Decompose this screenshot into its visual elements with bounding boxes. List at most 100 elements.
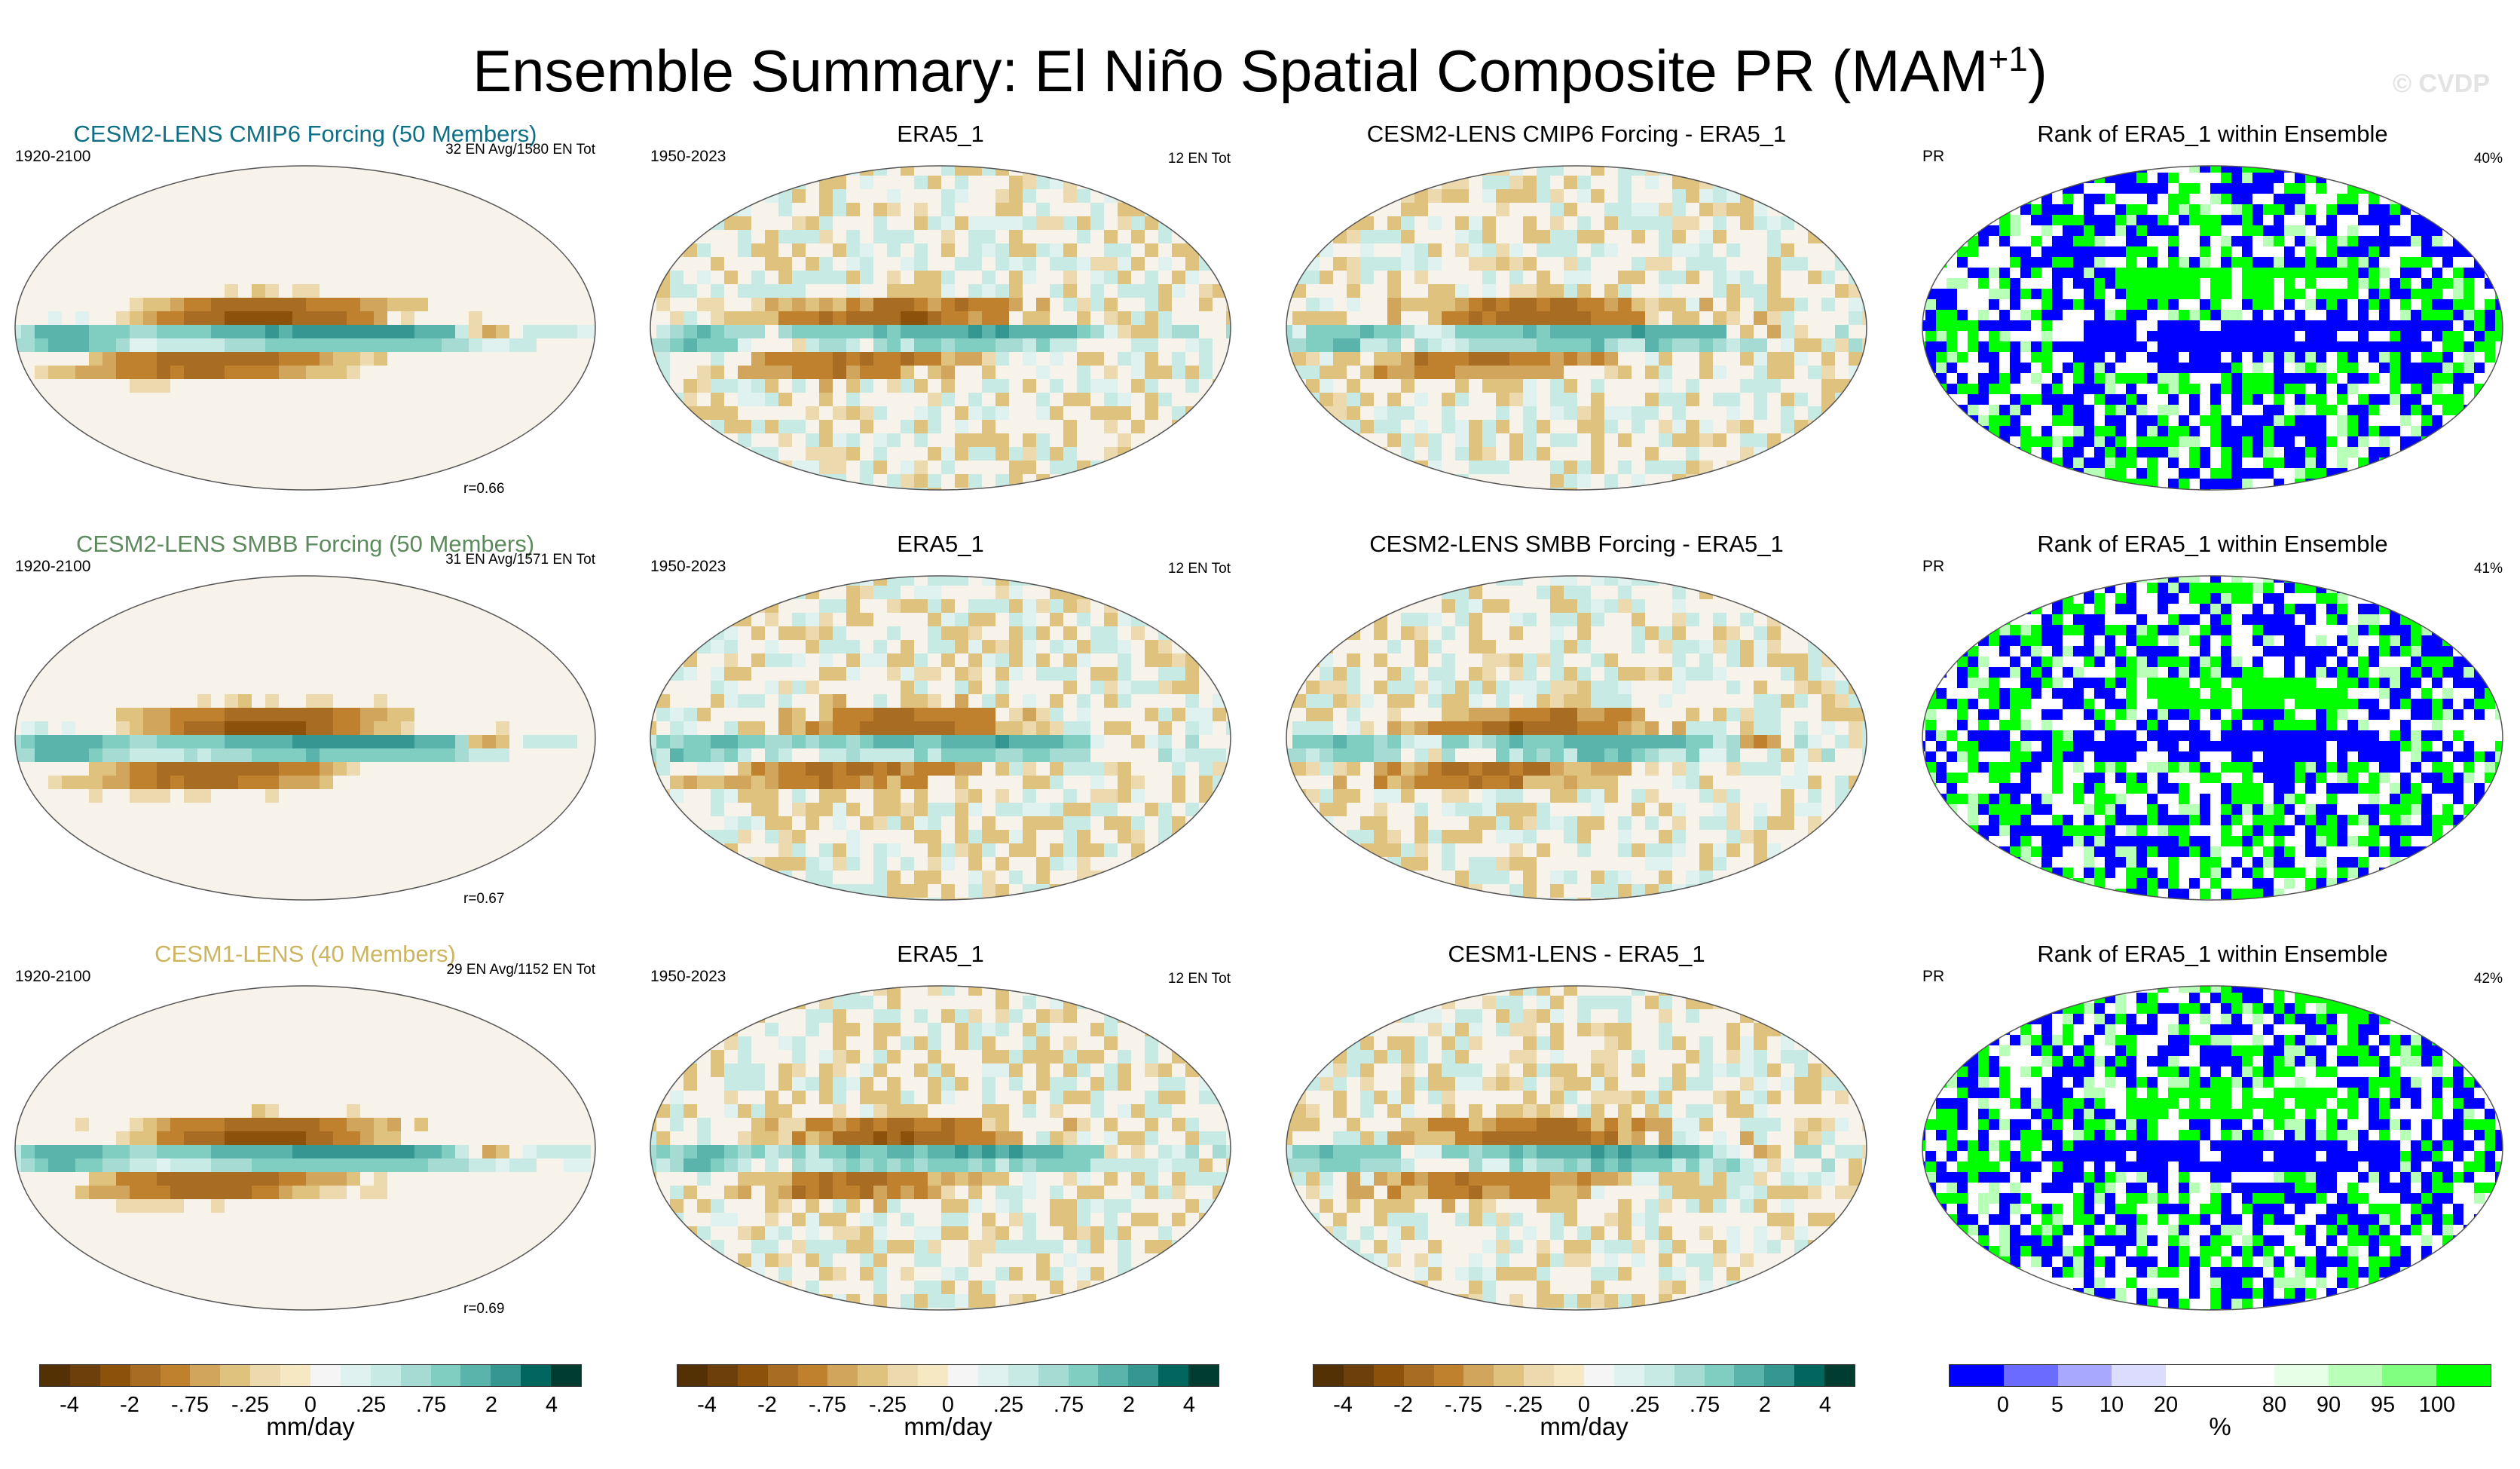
map-cell [968, 325, 982, 338]
map-cell [928, 667, 941, 681]
map-cell [2179, 394, 2189, 405]
map-cell [564, 735, 577, 748]
map-cell [1213, 708, 1226, 721]
map-cell [1922, 225, 1925, 236]
map-cell [279, 776, 292, 789]
map-cell [1767, 708, 1781, 721]
map-cell [1374, 166, 1387, 176]
map-cell [2495, 458, 2503, 468]
map-cell [2063, 289, 2073, 299]
map-cell [2421, 468, 2432, 479]
map-cell [2126, 458, 2136, 468]
map-cell [1618, 735, 1632, 748]
map-cell [1428, 830, 1442, 843]
map-cell [887, 721, 901, 735]
map-cell [1226, 816, 1231, 830]
map-cell [265, 708, 279, 721]
map-cell [2063, 194, 2073, 204]
map-cell [1496, 420, 1509, 433]
map-cell [1131, 576, 1145, 586]
map-cell [995, 393, 1009, 406]
map-cell [2347, 278, 2358, 289]
map-cell [1063, 653, 1077, 667]
map-cell [914, 830, 928, 843]
map-cell [2200, 352, 2210, 363]
map-cell [265, 338, 279, 352]
map-cell [995, 284, 1009, 298]
map-cell [1009, 338, 1023, 352]
map-cell [2379, 394, 2390, 405]
map-cell [819, 803, 833, 816]
map-cell [928, 599, 941, 613]
map-cell [751, 474, 765, 488]
map-cell [1286, 176, 1292, 189]
map-cell [102, 325, 116, 338]
map-cell [1713, 708, 1726, 721]
map-cell [2485, 405, 2495, 415]
map-cell [2231, 363, 2242, 373]
map-cell [2379, 173, 2390, 183]
map-cell [2263, 215, 2274, 225]
map-cell [116, 735, 130, 748]
map-cell [1968, 204, 1978, 215]
map-cell [1320, 681, 1333, 694]
map-cell [2390, 468, 2400, 479]
map-cell [238, 708, 252, 721]
map-cell [2506, 215, 2510, 225]
map-cell [1063, 667, 1077, 681]
map-cell [860, 311, 873, 325]
map-cell [2274, 246, 2284, 257]
map-cell [1821, 216, 1835, 230]
map-cell [724, 176, 738, 189]
map-cell [2147, 447, 2158, 458]
map-cell [1077, 803, 1090, 816]
map-cell [806, 311, 819, 325]
map-cell [2432, 310, 2442, 320]
map-cell [1564, 474, 1577, 488]
map-cell [306, 311, 320, 325]
map-cell [1808, 653, 1821, 667]
map-cell [2210, 194, 2221, 204]
map-cell [1482, 776, 1496, 789]
map-cell [1968, 246, 1978, 257]
map-cell [1754, 803, 1767, 816]
map-cell [1320, 393, 1333, 406]
map-cell [751, 721, 765, 735]
map-cell [265, 762, 279, 776]
map-cell [2020, 479, 2031, 489]
map-cell [1158, 626, 1172, 640]
map-cell [1360, 694, 1374, 708]
map-cell [2189, 320, 2200, 331]
map-cell [982, 379, 995, 393]
map-cell [2189, 246, 2200, 257]
map-cell [320, 735, 333, 748]
map-cell [724, 338, 738, 352]
map-cell [1428, 311, 1442, 325]
map-cell [2316, 320, 2326, 331]
map-cell [1821, 166, 1835, 176]
map-cell [1591, 599, 1604, 613]
map-cell [2326, 257, 2337, 268]
map-cell [995, 599, 1009, 613]
map-cell [1618, 216, 1632, 230]
map-cell [1591, 230, 1604, 243]
map-cell [846, 311, 860, 325]
map-cell [2158, 183, 2168, 194]
map-cell [1306, 626, 1320, 640]
map-cell [1564, 379, 1577, 393]
map-cell [2421, 436, 2432, 447]
map-cell [2347, 299, 2358, 310]
map-cell [1306, 311, 1320, 325]
map-cell [1023, 311, 1036, 325]
map-cell [1509, 681, 1523, 694]
map-cell [2358, 320, 2369, 331]
map-cell [1023, 626, 1036, 640]
map-cell [941, 576, 955, 586]
map-cell [1726, 271, 1740, 284]
map-cell [1699, 257, 1713, 271]
map-cell [1659, 748, 1672, 762]
map-cell [778, 735, 792, 748]
map-cell [347, 298, 360, 311]
map-cell [1922, 278, 1925, 289]
map-cell [846, 338, 860, 352]
